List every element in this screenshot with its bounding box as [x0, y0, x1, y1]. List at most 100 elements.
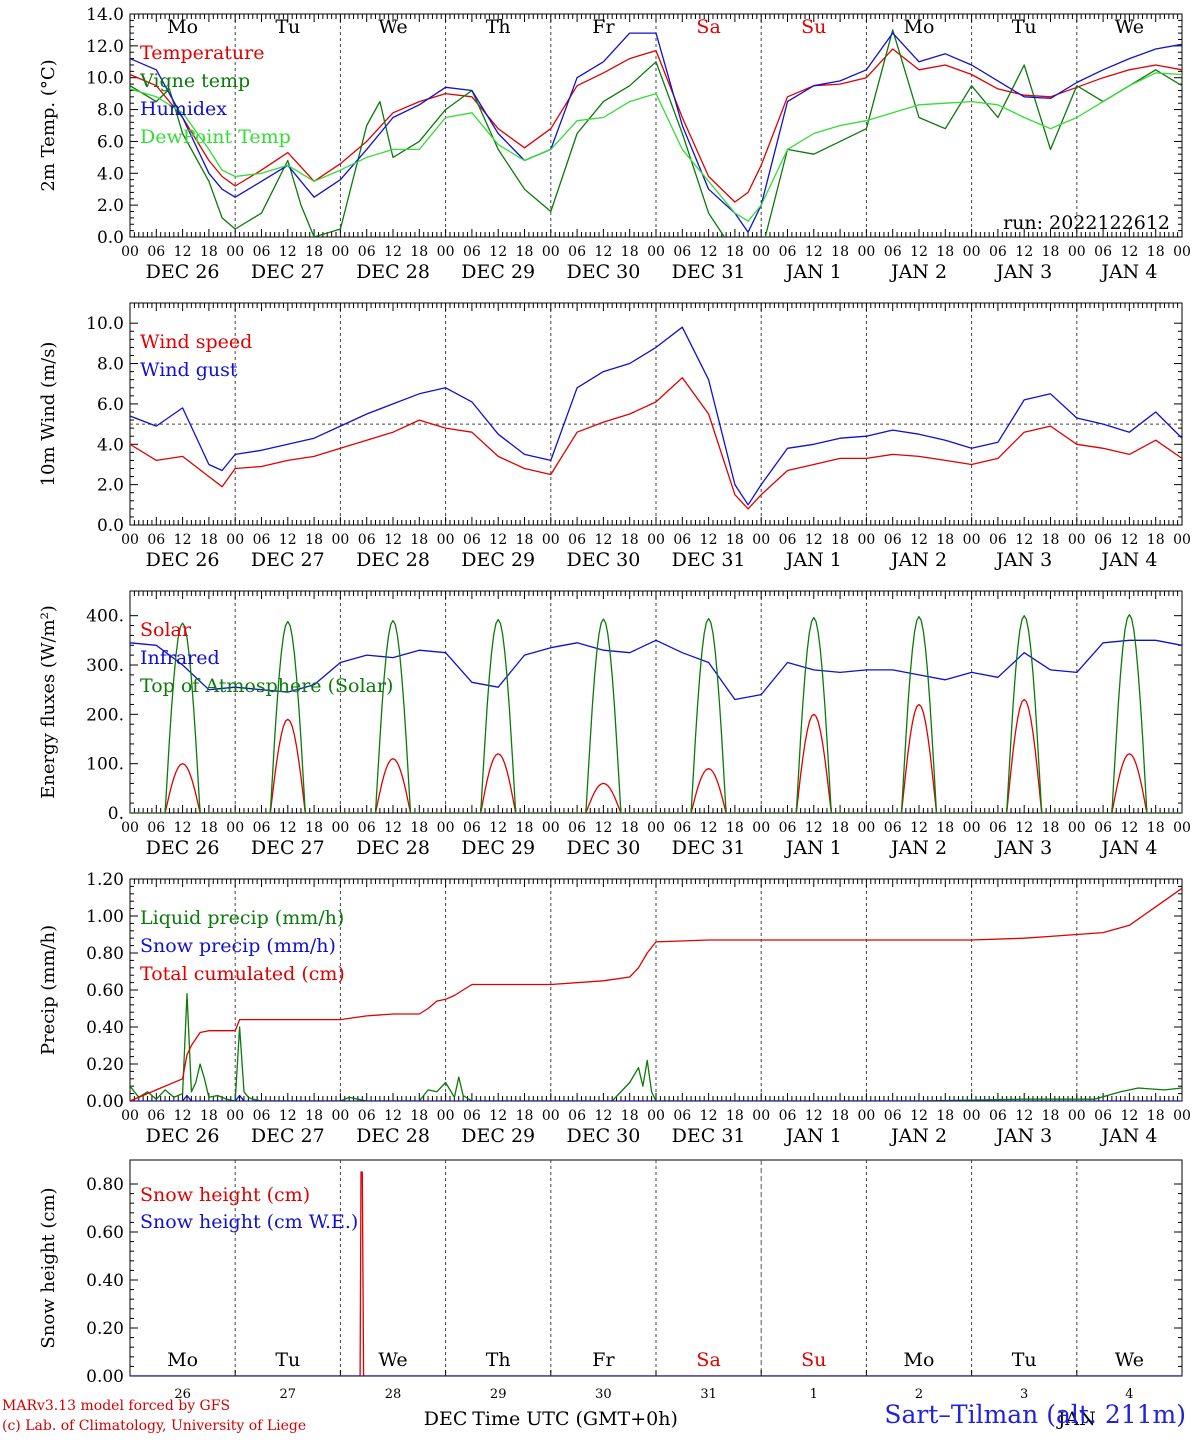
hour-label: 06	[1094, 1108, 1112, 1124]
y-tick-label: 1.00	[86, 907, 124, 927]
hour-label: 18	[410, 1108, 428, 1124]
hour-label: 18	[621, 532, 639, 548]
series-line-2	[130, 326, 1182, 506]
series-line-1	[130, 48, 1182, 203]
weekday-label: Mo	[167, 1349, 198, 1371]
hour-label: 12	[594, 244, 612, 260]
hour-label: 18	[410, 820, 428, 836]
y-tick-label: 0.	[108, 804, 124, 824]
day-number: 1	[810, 1387, 818, 1402]
y-tick-label: 200.	[86, 705, 124, 725]
hour-label: 12	[700, 820, 718, 836]
date-label: JAN 2	[889, 1125, 947, 1147]
hour-label: 18	[726, 1108, 744, 1124]
y-tick-label: 0.80	[86, 944, 124, 964]
hour-label: 00	[226, 532, 244, 548]
hour-label: 12	[279, 244, 297, 260]
hour-label: 00	[542, 820, 560, 836]
hour-label: 12	[594, 820, 612, 836]
credit-line-1: MARv3.13 model forced by GFS	[2, 1398, 231, 1414]
y-tick-label: 0.80	[86, 1175, 124, 1195]
hour-label: 12	[1015, 244, 1033, 260]
weekday-label: Mo	[904, 1349, 935, 1371]
hour-label: 18	[200, 532, 218, 548]
weekday-label: We	[1115, 16, 1144, 38]
weekday-label: We	[378, 16, 407, 38]
date-label: DEC 27	[251, 837, 325, 859]
legend-entry: Top of Atmosphere (Solar)	[140, 675, 393, 697]
hour-label: 18	[831, 820, 849, 836]
legend-entry: Snow height (cm W.E.)	[140, 1211, 358, 1233]
hour-label: 06	[253, 1108, 271, 1124]
y-axis-label: 10m Wind (m/s)	[38, 342, 59, 487]
hour-label: 18	[1147, 820, 1165, 836]
date-label: DEC 26	[146, 549, 220, 571]
month-label: DEC	[424, 1408, 468, 1430]
hour-label: 18	[410, 244, 428, 260]
hour-label: 18	[1147, 1108, 1165, 1124]
hour-label: 12	[384, 532, 402, 548]
hour-label: 00	[542, 244, 560, 260]
hour-label: 06	[884, 244, 902, 260]
y-tick-label: 1.20	[86, 870, 124, 890]
legend-entry: DewPoint Temp	[140, 126, 291, 148]
y-tick-label: 0.00	[86, 1367, 124, 1387]
hour-label: 06	[253, 244, 271, 260]
hour-label: 12	[174, 244, 192, 260]
hour-label: 00	[331, 1108, 349, 1124]
y-tick-label: 10.0	[86, 69, 124, 89]
hour-label: 00	[857, 1108, 875, 1124]
day-number: 4	[1125, 1387, 1133, 1402]
credit-line-2: (c) Lab. of Climatology, University of L…	[2, 1418, 307, 1434]
date-label: DEC 28	[356, 549, 430, 571]
date-label: DEC 26	[146, 1125, 220, 1147]
hour-label: 00	[857, 820, 875, 836]
day-number: 31	[700, 1387, 717, 1402]
y-tick-label: 0.40	[86, 1018, 124, 1038]
legend-entry: Vigne temp	[139, 70, 250, 92]
hour-label: 18	[936, 532, 954, 548]
y-tick-label: 0.0	[97, 516, 124, 536]
station-label: Sart–Tilman (alt. 211m)	[884, 1400, 1186, 1429]
hour-label: 12	[700, 244, 718, 260]
date-label: DEC 30	[566, 1125, 640, 1147]
y-tick-label: 8.0	[97, 101, 124, 121]
legend-entry: Liquid precip (mm/h)	[140, 907, 344, 929]
panel-4: 0.00 0.20 0.40 0.60 0.80 1.00 1.20 Precip (mm/h…	[38, 870, 1191, 1147]
hour-label: 12	[489, 244, 507, 260]
hour-label: 06	[147, 532, 165, 548]
hour-label: 00	[121, 244, 139, 260]
hour-label: 18	[726, 820, 744, 836]
panel-5: 0.00 0.20 0.40 0.60 0.80 Snow height (cm) Snow…	[38, 1159, 1183, 1430]
hour-label: 00	[857, 532, 875, 548]
hour-label: 18	[726, 244, 744, 260]
hour-label: 12	[700, 532, 718, 548]
hour-label: 18	[1042, 1108, 1060, 1124]
y-tick-label: 4.0	[97, 164, 124, 184]
weekday-label: Fr	[592, 16, 615, 38]
hour-label: 18	[200, 820, 218, 836]
y-tick-label: 4.0	[97, 435, 124, 455]
legend-entry: Humidex	[140, 98, 227, 120]
date-label: JAN 1	[784, 549, 842, 571]
hour-label: 00	[647, 244, 665, 260]
hour-label: 00	[437, 532, 455, 548]
weekday-label: Tu	[275, 16, 300, 38]
series-group	[130, 326, 1182, 510]
hour-label: 12	[805, 820, 823, 836]
day-number: 2	[915, 1387, 923, 1402]
hour-label: 00	[1173, 1108, 1191, 1124]
hour-label: 12	[279, 532, 297, 548]
hour-label: 18	[936, 820, 954, 836]
date-label: DEC 29	[461, 549, 535, 571]
series-group	[130, 887, 1182, 1101]
series-line-2	[130, 1094, 1182, 1101]
hour-label: 06	[673, 820, 691, 836]
y-tick-label: 0.40	[86, 1271, 124, 1291]
hour-label: 00	[437, 1108, 455, 1124]
hour-label: 00	[1068, 244, 1086, 260]
hour-label: 00	[437, 244, 455, 260]
hour-label: 18	[831, 244, 849, 260]
hour-label: 12	[594, 532, 612, 548]
